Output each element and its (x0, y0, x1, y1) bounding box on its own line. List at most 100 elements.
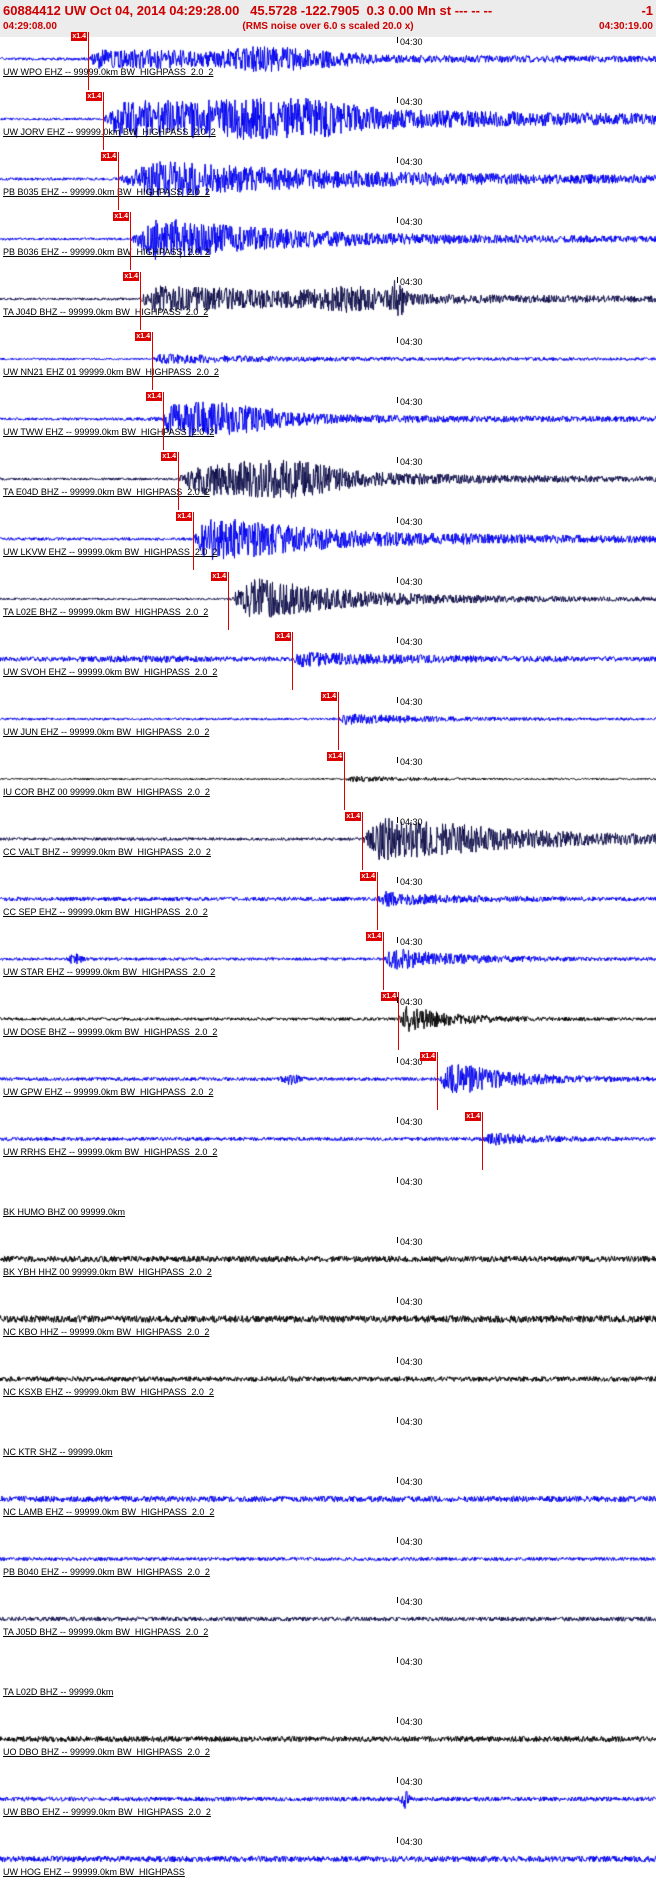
waveform-canvas[interactable] (0, 1717, 656, 1777)
pick-line (88, 32, 89, 90)
waveform-canvas[interactable] (0, 997, 656, 1057)
trace-row: 04:30 UW GPW EHZ -- 99999.0km BW HIGHPAS… (0, 1052, 656, 1117)
pick-line (292, 632, 293, 690)
waveform-canvas[interactable] (0, 457, 656, 517)
waveform-canvas[interactable] (0, 97, 656, 157)
pick-line (103, 92, 104, 150)
time-tick-label: 04:30 (400, 1177, 423, 1187)
time-tick (397, 1417, 398, 1423)
waveform-canvas[interactable] (0, 817, 656, 877)
waveform-canvas[interactable] (0, 1477, 656, 1537)
waveform-canvas[interactable] (0, 697, 656, 757)
time-tick (397, 1597, 398, 1603)
window-end-time: 04:30:19.00 (599, 21, 653, 32)
window-start-time: 04:29:08.00 (3, 21, 57, 32)
time-tick (397, 157, 398, 163)
waveform-canvas[interactable] (0, 757, 656, 817)
trace-row: 04:30 UW NN21 EHZ 01 99999.0km BW HIGHPA… (0, 332, 656, 397)
time-tick-label: 04:30 (400, 817, 423, 827)
station-label: TA E04D BHZ -- 99999.0km BW HIGHPASS 2.0… (3, 487, 210, 497)
trace-row: 04:30 UW DOSE BHZ -- 99999.0km BW HIGHPA… (0, 992, 656, 1057)
time-tick-label: 04:30 (400, 457, 423, 467)
time-tick-label: 04:30 (400, 337, 423, 347)
waveform-canvas[interactable] (0, 1297, 656, 1357)
time-tick (397, 1477, 398, 1483)
waveform-canvas[interactable] (0, 217, 656, 277)
pick-flag-label: x1.4 (146, 392, 162, 401)
trace-row: 04:30 IU COR BHZ 00 99999.0km BW HIGHPAS… (0, 752, 656, 817)
waveform-canvas[interactable] (0, 877, 656, 937)
pick-line (482, 1112, 483, 1170)
trace-row: 04:30 UW JUN EHZ -- 99999.0km BW HIGHPAS… (0, 692, 656, 757)
waveform-canvas[interactable] (0, 1417, 656, 1477)
trace-row: 04:30 PB B036 EHZ -- 99999.0km BW HIGHPA… (0, 212, 656, 277)
trace-row: 04:30 UW STAR EHZ -- 99999.0km BW HIGHPA… (0, 932, 656, 997)
time-tick (397, 1537, 398, 1543)
event-flag: -1 (641, 3, 653, 18)
pick-line (152, 332, 153, 390)
pick-line (383, 932, 384, 990)
pick-flag-label: x1.4 (381, 992, 397, 1001)
trace-row: 04:30 UW JORV EHZ -- 99999.0km BW HIGHPA… (0, 92, 656, 157)
waveform-canvas[interactable] (0, 517, 656, 577)
time-tick-label: 04:30 (400, 697, 423, 707)
pick-flag-label: x1.4 (275, 632, 291, 641)
time-tick-label: 04:30 (400, 1597, 423, 1607)
station-label: UW NN21 EHZ 01 99999.0km BW HIGHPASS 2.0… (3, 367, 219, 377)
trace-row: 04:30 UW HOG EHZ -- 99999.0km BW HIGHPAS… (0, 1837, 656, 1897)
waveform-canvas[interactable] (0, 1657, 656, 1717)
trace-list: 04:30 UW WPO EHZ -- 99999.0km BW HIGHPAS… (0, 32, 656, 1897)
waveform-canvas[interactable] (0, 577, 656, 637)
trace-row: 04:30 UW TWW EHZ -- 99999.0km BW HIGHPAS… (0, 392, 656, 457)
time-tick-label: 04:30 (400, 1717, 423, 1727)
time-tick (397, 97, 398, 103)
waveform-canvas[interactable] (0, 637, 656, 697)
waveform-canvas[interactable] (0, 337, 656, 397)
time-tick-label: 04:30 (400, 1117, 423, 1127)
waveform-canvas[interactable] (0, 37, 656, 97)
waveform-canvas[interactable] (0, 1357, 656, 1417)
trace-row: 04:30 BK HUMO BHZ 00 99999.0km (0, 1177, 656, 1237)
pick-line (228, 572, 229, 630)
pick-line (193, 512, 194, 570)
waveform-canvas[interactable] (0, 1057, 656, 1117)
pick-line (130, 212, 131, 270)
time-tick-label: 04:30 (400, 637, 423, 647)
station-label: CC SEP EHZ -- 99999.0km BW HIGHPASS 2.0 … (3, 907, 208, 917)
waveform-canvas[interactable] (0, 157, 656, 217)
time-tick-label: 04:30 (400, 1357, 423, 1367)
time-tick-label: 04:30 (400, 997, 423, 1007)
time-tick-label: 04:30 (400, 277, 423, 287)
time-tick-label: 04:30 (400, 757, 423, 767)
pick-line (118, 152, 119, 210)
time-tick (397, 1297, 398, 1303)
waveform-canvas[interactable] (0, 937, 656, 997)
waveform-canvas[interactable] (0, 1117, 656, 1177)
time-tick-label: 04:30 (400, 217, 423, 227)
waveform-canvas[interactable] (0, 1597, 656, 1657)
time-tick (397, 1357, 398, 1363)
waveform-canvas[interactable] (0, 1177, 656, 1237)
event-header-line: 60884412 UW Oct 04, 2014 04:29:28.00 45.… (0, 0, 656, 20)
time-tick-label: 04:30 (400, 577, 423, 587)
pick-line (178, 452, 179, 510)
waveform-canvas[interactable] (0, 1777, 656, 1837)
pick-line (338, 692, 339, 750)
station-label: UW HOG EHZ -- 99999.0km BW HIGHPASS (3, 1867, 185, 1877)
time-tick-label: 04:30 (400, 1237, 423, 1247)
waveform-canvas[interactable] (0, 397, 656, 457)
pick-flag-label: x1.4 (321, 692, 337, 701)
waveform-canvas[interactable] (0, 1537, 656, 1597)
waveform-canvas[interactable] (0, 1837, 656, 1897)
pick-flag-label: x1.4 (123, 272, 139, 281)
time-tick (397, 817, 398, 823)
trace-row: 04:30 UW RRHS EHZ -- 99999.0km BW HIGHPA… (0, 1112, 656, 1177)
trace-row: 04:30 UW LKVW EHZ -- 99999.0km BW HIGHPA… (0, 512, 656, 577)
time-tick (397, 37, 398, 43)
trace-row: 04:30 NC KTR SHZ -- 99999.0km (0, 1417, 656, 1477)
event-summary: 60884412 UW Oct 04, 2014 04:29:28.00 45.… (3, 3, 493, 18)
station-label: UW JORV EHZ -- 99999.0km BW HIGHPASS 2.0… (3, 127, 216, 137)
trace-row: 04:30 CC VALT BHZ -- 99999.0km BW HIGHPA… (0, 812, 656, 877)
waveform-canvas[interactable] (0, 277, 656, 337)
waveform-canvas[interactable] (0, 1237, 656, 1297)
